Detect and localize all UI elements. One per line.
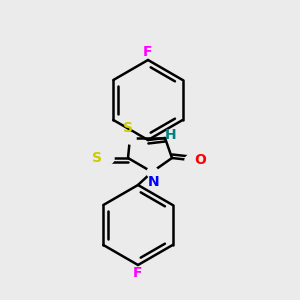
Text: F: F bbox=[133, 266, 143, 280]
Text: F: F bbox=[143, 45, 153, 59]
Text: S: S bbox=[92, 151, 102, 165]
Text: H: H bbox=[165, 128, 176, 142]
Text: S: S bbox=[123, 121, 133, 135]
Text: O: O bbox=[194, 153, 206, 167]
Text: N: N bbox=[148, 175, 160, 189]
